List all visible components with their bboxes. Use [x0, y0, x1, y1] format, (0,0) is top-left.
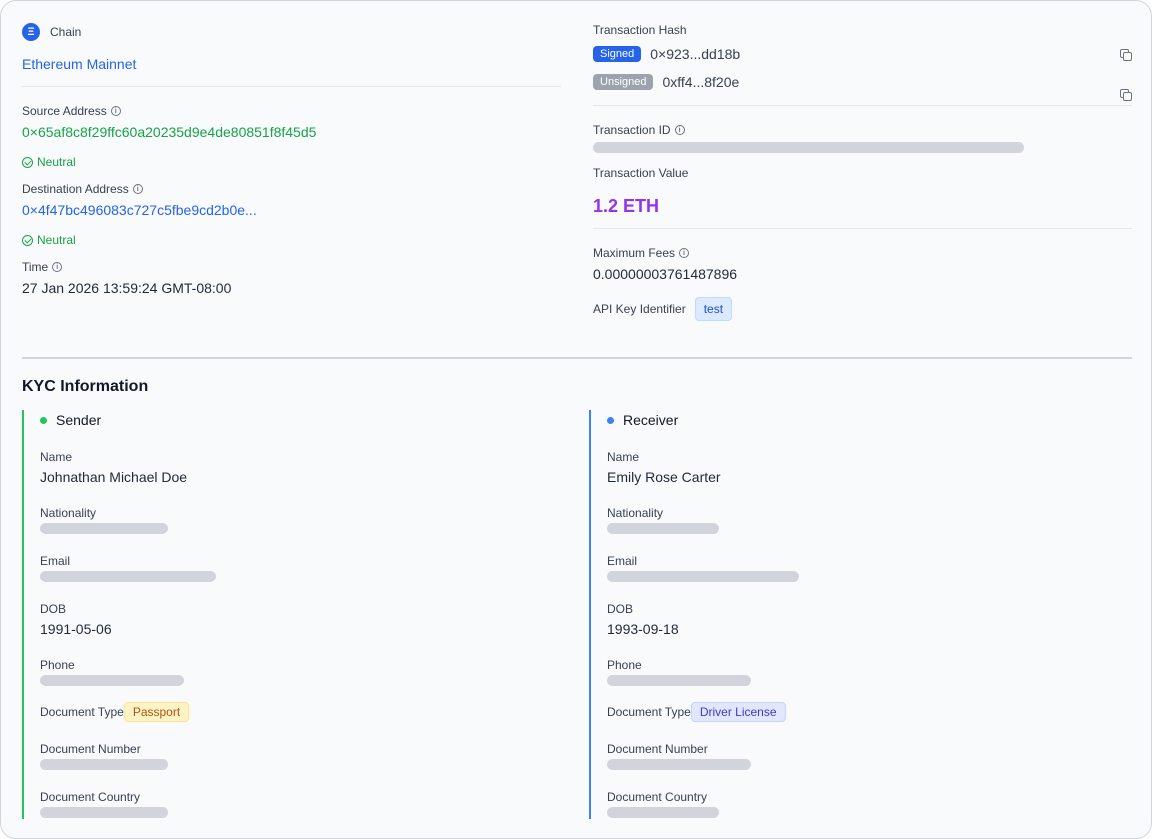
- sender-header: Sender: [40, 412, 101, 428]
- chain-label: Chain: [50, 25, 82, 39]
- sender-document-country-redacted: [40, 807, 168, 818]
- receiver-header: Receiver: [607, 412, 678, 428]
- receiver-dot-icon: [607, 416, 614, 424]
- receiver-name-label: Name: [607, 450, 640, 464]
- receiver-email-label: Email: [607, 554, 638, 568]
- receiver-document-type-row: Document Type Driver License: [607, 702, 786, 722]
- destination-address-label: Destination Address i: [22, 182, 143, 196]
- receiver-nationality-label: Nationality: [607, 506, 664, 520]
- signed-hash-value: 0×923...dd18b: [650, 46, 741, 62]
- receiver-email-redacted: [607, 571, 799, 582]
- transaction-value-label: Transaction Value: [593, 166, 689, 180]
- transaction-id-redacted: [593, 142, 1024, 153]
- info-icon[interactable]: i: [110, 106, 121, 116]
- sender-name-value: Johnathan Michael Doe: [40, 469, 188, 485]
- sender-document-number-label: Document Number: [40, 742, 141, 756]
- sender-dob-label: DOB: [40, 602, 67, 616]
- receiver-phone-redacted: [607, 675, 751, 686]
- divider: [593, 105, 1132, 106]
- receiver-document-type-badge: Driver License: [690, 702, 786, 722]
- unsigned-hash-value: 0xff4...8f20e: [662, 74, 740, 90]
- sender-dot-icon: [40, 416, 47, 424]
- maximum-fees-value: 0.00000003761487896: [593, 266, 738, 282]
- receiver-document-type-label: Document Type: [607, 705, 691, 719]
- api-key-row: API Key Identifier test: [593, 297, 733, 321]
- sender-document-type-badge: Passport: [123, 702, 190, 722]
- api-key-label: API Key Identifier: [593, 302, 686, 316]
- maximum-fees-label-text: Maximum Fees: [593, 246, 676, 260]
- source-address-label: Source Address i: [22, 104, 121, 118]
- source-risk-status-text: Neutral: [37, 155, 76, 169]
- sender-dob-value: 1991-05-06: [40, 621, 112, 637]
- destination-risk-status-text: Neutral: [37, 233, 76, 247]
- receiver-nationality-redacted: [607, 523, 719, 534]
- time-value: 27 Jan 2026 13:59:24 GMT-08:00: [22, 280, 232, 296]
- receiver-document-country-redacted: [607, 807, 719, 818]
- sender-nationality-label: Nationality: [40, 506, 97, 520]
- check-circle-icon: [22, 234, 33, 246]
- copy-icon[interactable]: [1120, 89, 1132, 101]
- api-key-badge: test: [694, 297, 733, 321]
- chain-value: Ethereum Mainnet: [22, 56, 137, 72]
- receiver-document-country-label: Document Country: [607, 790, 708, 804]
- sender-phone-label: Phone: [40, 658, 75, 672]
- destination-risk-status: Neutral: [22, 233, 76, 247]
- info-icon[interactable]: i: [679, 248, 690, 258]
- transaction-id-label-text: Transaction ID: [593, 123, 671, 137]
- sender-document-country-label: Document Country: [40, 790, 141, 804]
- sender-email-redacted: [40, 571, 216, 582]
- destination-address-value[interactable]: 0×4f47bc496083c727c5fbe9cd2b0e...: [22, 202, 257, 218]
- sender-name-label: Name: [40, 450, 73, 464]
- receiver-title: Receiver: [623, 412, 679, 428]
- divider: [593, 228, 1132, 229]
- unsigned-badge: Unsigned: [593, 74, 654, 90]
- signed-hash-row: Signed 0×923...dd18b: [593, 46, 740, 62]
- time-label-text: Time: [22, 260, 49, 274]
- unsigned-hash-row: Unsigned 0xff4...8f20e: [593, 74, 739, 90]
- sender-nationality-redacted: [40, 523, 168, 534]
- sender-document-number-redacted: [40, 759, 168, 770]
- kyc-title: KYC Information: [22, 378, 149, 395]
- receiver-document-number-redacted: [607, 759, 751, 770]
- receiver-name-value: Emily Rose Carter: [607, 469, 721, 485]
- transaction-value: 1.2 ETH: [593, 196, 660, 216]
- source-risk-status: Neutral: [22, 155, 76, 169]
- divider: [22, 86, 561, 87]
- sender-accent-bar: [22, 410, 24, 819]
- receiver-phone-label: Phone: [607, 658, 642, 672]
- signed-badge: Signed: [593, 46, 642, 62]
- info-icon[interactable]: i: [132, 184, 143, 194]
- source-address-label-text: Source Address: [22, 104, 107, 118]
- sender-document-type-row: Document Type Passport: [40, 702, 190, 722]
- time-label: Time i: [22, 260, 63, 274]
- receiver-document-number-label: Document Number: [607, 742, 708, 756]
- sender-document-type-label: Document Type: [40, 705, 124, 719]
- copy-icon[interactable]: [1120, 49, 1132, 61]
- receiver-dob-value: 1993-09-18: [607, 621, 679, 637]
- info-icon[interactable]: i: [674, 125, 685, 135]
- sender-phone-redacted: [40, 675, 184, 686]
- transaction-hash-label: Transaction Hash: [593, 23, 687, 37]
- destination-address-label-text: Destination Address: [22, 182, 129, 196]
- transaction-id-label: Transaction ID i: [593, 123, 685, 137]
- section-divider: [22, 357, 1132, 359]
- chain-header: Ξ Chain: [22, 23, 81, 41]
- sender-email-label: Email: [40, 554, 71, 568]
- info-icon[interactable]: i: [52, 262, 63, 272]
- check-circle-icon: [22, 156, 33, 168]
- receiver-accent-bar: [589, 410, 591, 819]
- sender-title: Sender: [56, 412, 102, 428]
- ethereum-icon: Ξ: [22, 23, 40, 41]
- source-address-value[interactable]: 0×65af8c8f29ffc60a20235d9e4de80851f8f45d…: [22, 124, 317, 140]
- maximum-fees-label: Maximum Fees i: [593, 246, 690, 260]
- receiver-dob-label: DOB: [607, 602, 634, 616]
